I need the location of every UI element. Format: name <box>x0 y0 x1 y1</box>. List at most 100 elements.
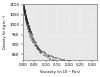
Point <box>28 25 29 26</box>
Point <box>84 66 86 68</box>
Point <box>28 27 30 28</box>
Point <box>24 10 25 11</box>
Point <box>27 23 29 24</box>
Point <box>34 44 36 46</box>
Point <box>23 7 25 8</box>
Point <box>59 58 60 60</box>
Point <box>43 52 44 53</box>
Point <box>26 19 28 20</box>
Point <box>30 30 31 32</box>
Point <box>77 62 79 63</box>
Point <box>36 44 37 45</box>
Point <box>32 36 33 37</box>
Point <box>29 29 30 30</box>
Point <box>56 58 58 59</box>
Point <box>24 12 26 13</box>
Point <box>80 66 81 67</box>
Point <box>23 5 24 6</box>
Point <box>28 26 29 27</box>
Point <box>23 6 24 7</box>
Point <box>40 49 41 50</box>
Point <box>31 39 33 40</box>
Point <box>54 57 56 59</box>
Point <box>27 22 28 23</box>
Point <box>32 41 34 42</box>
Point <box>23 8 25 10</box>
Point <box>27 22 28 23</box>
Point <box>24 13 26 14</box>
Point <box>33 43 35 44</box>
Point <box>24 8 25 10</box>
Point <box>30 37 32 38</box>
Point <box>31 33 32 35</box>
Point <box>66 60 67 61</box>
Point <box>26 19 27 20</box>
Point <box>27 25 28 26</box>
Point <box>45 56 47 57</box>
Point <box>28 32 30 33</box>
Point <box>26 21 28 22</box>
Point <box>61 59 63 60</box>
Point <box>70 64 72 66</box>
Point <box>89 67 90 68</box>
Point <box>42 51 43 52</box>
Point <box>66 64 67 65</box>
Point <box>29 28 30 29</box>
Point <box>44 53 46 54</box>
Point <box>30 32 32 33</box>
Point <box>27 24 29 26</box>
Point <box>38 50 40 51</box>
Point <box>24 14 26 16</box>
Point <box>82 62 84 63</box>
Point <box>63 60 65 61</box>
Point <box>28 28 29 29</box>
Point <box>31 35 33 36</box>
Point <box>23 6 25 7</box>
Point <box>28 26 29 27</box>
Point <box>30 35 31 36</box>
Point <box>30 32 32 33</box>
Point <box>27 24 29 25</box>
Point <box>86 63 88 64</box>
Point <box>23 5 24 7</box>
Point <box>28 27 30 29</box>
Point <box>26 20 27 21</box>
Point <box>25 16 26 17</box>
Point <box>50 58 51 59</box>
Point <box>25 16 26 18</box>
Point <box>28 25 29 26</box>
Point <box>39 51 41 52</box>
Point <box>23 5 24 7</box>
Point <box>26 18 27 19</box>
Point <box>27 26 29 28</box>
Point <box>40 50 42 51</box>
Point <box>37 46 38 47</box>
Point <box>23 7 25 8</box>
Point <box>43 54 44 55</box>
Point <box>91 63 93 64</box>
Point <box>23 7 25 8</box>
Point <box>56 61 58 62</box>
Point <box>37 49 38 50</box>
Point <box>26 22 28 23</box>
Point <box>24 10 25 11</box>
Point <box>24 14 26 15</box>
Point <box>38 47 39 48</box>
Point <box>45 53 47 55</box>
Point <box>24 12 26 13</box>
Point <box>25 16 26 17</box>
Point <box>35 46 36 47</box>
Point <box>48 55 50 56</box>
Point <box>54 60 56 61</box>
Point <box>24 9 25 10</box>
Point <box>26 19 28 20</box>
Point <box>25 16 27 17</box>
Point <box>32 37 34 38</box>
Point <box>24 11 25 12</box>
Point <box>33 39 35 41</box>
Point <box>26 20 28 21</box>
Point <box>24 10 25 11</box>
Point <box>34 42 36 43</box>
Point <box>26 20 28 22</box>
Point <box>27 21 28 23</box>
